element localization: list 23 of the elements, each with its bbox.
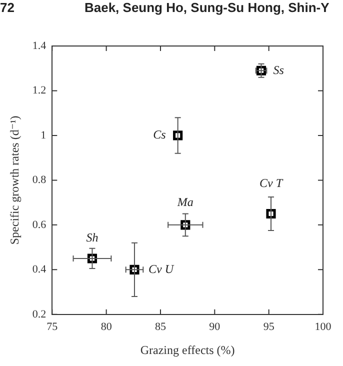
x-tick-label: 75	[46, 320, 58, 333]
x-tick-label: 90	[209, 320, 221, 333]
x-tick-label: 80	[100, 320, 112, 333]
annotation: Ma	[176, 195, 194, 210]
annotation: Cv T	[259, 176, 284, 190]
y-tick-label: 1	[40, 129, 46, 142]
y-tick-label: 0.2	[32, 308, 46, 320]
x-tick-label: 95	[263, 320, 275, 333]
y-axis-title: Specific growth rates (d⁻¹)	[7, 116, 22, 245]
annotation: Cv U	[148, 262, 175, 276]
text: Baek, Seung Ho, Sung-Su Hong, Shin-Y	[84, 0, 330, 15]
x-axis-title: Grazing effects (%)	[140, 342, 235, 357]
x-tick-label: 100	[314, 320, 332, 333]
y-tick-label: 0.4	[32, 264, 47, 276]
x-tick-label: 85	[154, 320, 166, 333]
y-tick-label: 1.2	[32, 84, 46, 97]
y-tick-label: 0.8	[32, 174, 47, 186]
annotation: Cs	[153, 128, 166, 142]
y-tick-label: 1.4	[32, 40, 47, 52]
text: 72	[0, 0, 14, 15]
y-tick-label: 0.6	[32, 218, 47, 231]
annotation: Ss	[273, 62, 284, 77]
annotation: Sh	[86, 230, 98, 245]
